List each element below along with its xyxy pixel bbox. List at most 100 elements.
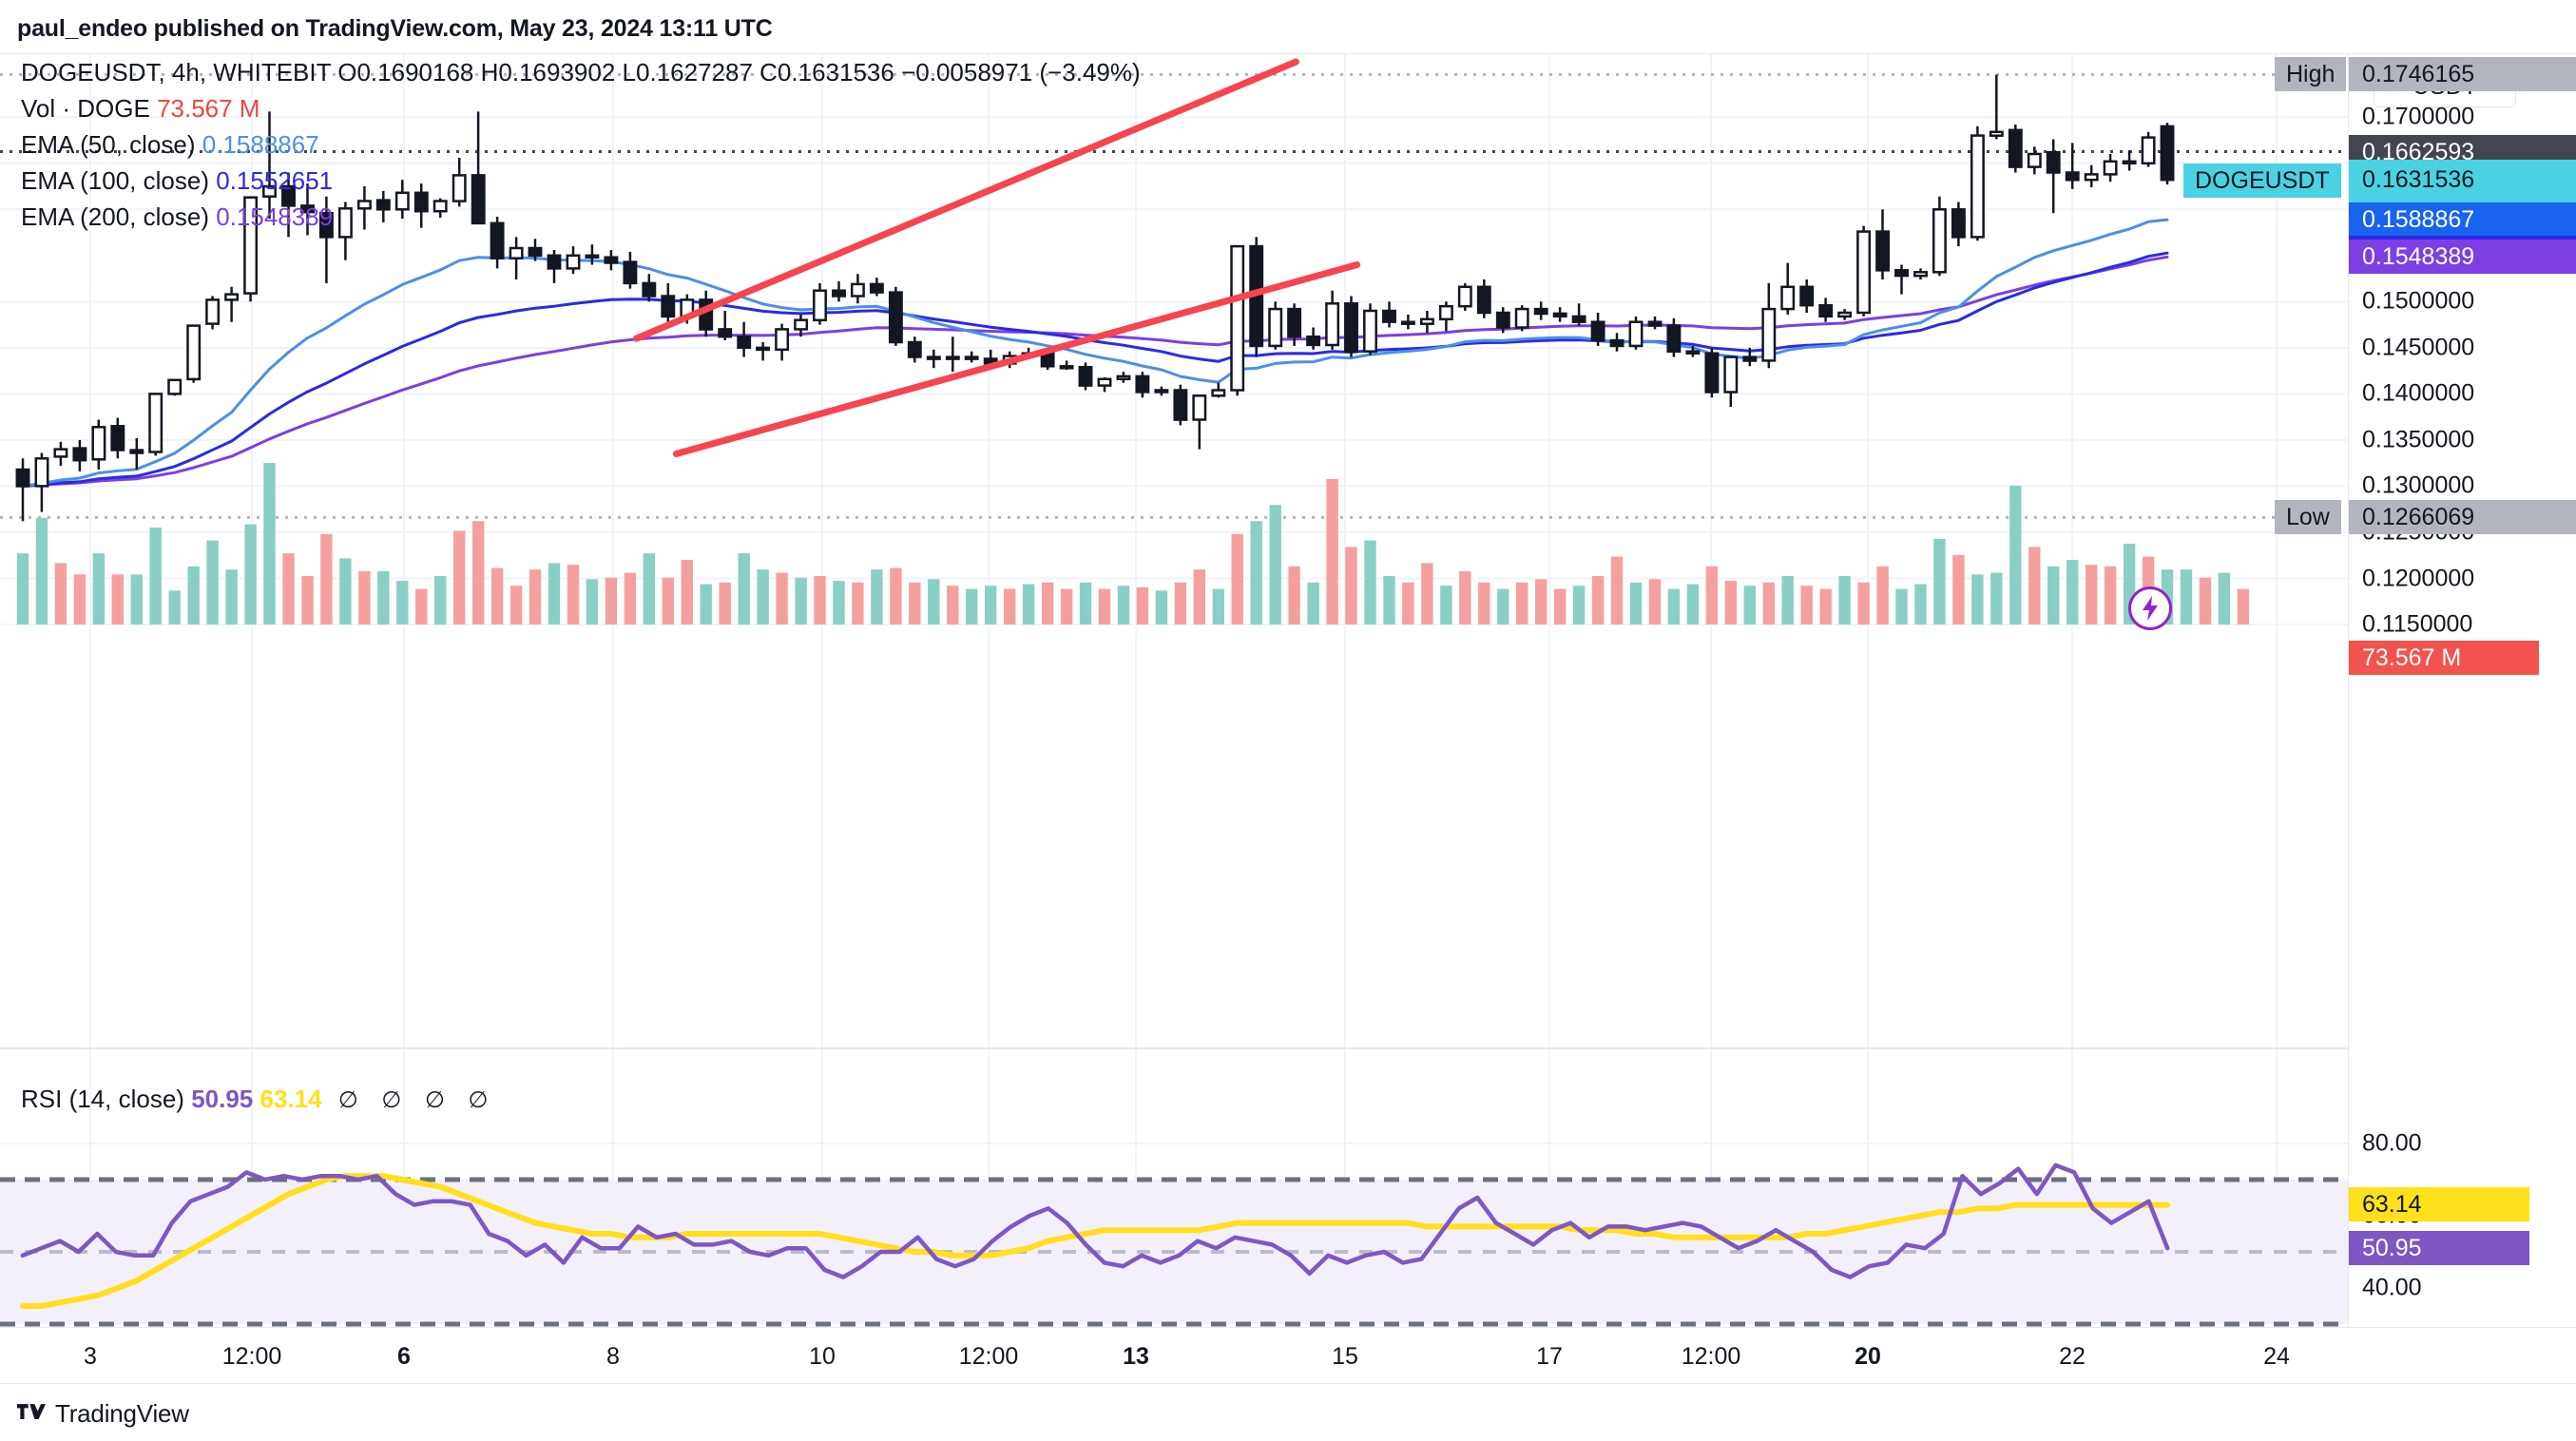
volume-bar	[1155, 590, 1168, 624]
rsi-line	[20, 1162, 2170, 1279]
time-tick: 10	[809, 1343, 836, 1370]
volume-bar	[2218, 572, 2231, 624]
price-tick: 0.1700000	[2362, 103, 2475, 130]
volume-bar	[1591, 576, 1605, 624]
candle-body	[72, 447, 87, 462]
candle-body	[300, 204, 315, 214]
ema-50-line	[21, 218, 2169, 488]
plot-area[interactable]	[0, 54, 2348, 1328]
volume-bar	[1060, 588, 1073, 624]
candle-body	[1552, 312, 1567, 318]
volume-bar	[1686, 584, 1700, 624]
volume-bar	[1800, 586, 1813, 624]
candle-body	[1400, 320, 1415, 325]
candle-body	[375, 199, 391, 211]
footer: TradingView	[17, 1399, 189, 1429]
candle-body	[1818, 303, 1834, 318]
candle-body	[547, 254, 562, 270]
price-gridlines	[0, 54, 2348, 1324]
candle-body	[15, 468, 30, 488]
volume-bar	[16, 553, 29, 624]
volume-bar	[1933, 538, 1946, 624]
volume-bar	[187, 566, 200, 624]
trend-channel	[632, 58, 1361, 457]
tradingview-brand-label: TradingView	[55, 1399, 189, 1428]
candle-body	[1268, 307, 1283, 348]
volume-bar	[1383, 576, 1395, 624]
candle-body	[1230, 244, 1245, 392]
candle-body	[718, 328, 733, 338]
candle-body	[1761, 307, 1777, 362]
candle-body	[1514, 307, 1529, 329]
volume-bar	[985, 586, 997, 624]
rsi-legend-label: RSI (14, close)	[21, 1085, 184, 1113]
rsi-value-badge: 50.95	[2349, 1231, 2529, 1266]
candle-body	[1419, 317, 1434, 325]
candle-body	[869, 282, 884, 294]
rsi-tick: 80.00	[2362, 1129, 2422, 1157]
volume-bar	[1990, 572, 2003, 624]
candle-body	[1609, 338, 1624, 348]
rsi-legend-ma-value: 63.14	[260, 1085, 322, 1113]
candle-body	[1533, 307, 1548, 316]
volume-bar	[1610, 556, 1624, 624]
volume-bar	[320, 533, 333, 624]
candle-body	[642, 281, 657, 298]
candle-body	[186, 324, 202, 381]
candlestick-series	[15, 74, 2175, 522]
candle-body	[1989, 130, 2004, 137]
rsi-legend[interactable]: RSI (14, close) 50.95 63.14 ∅ ∅ ∅ ∅	[21, 1083, 496, 1117]
volume-bar	[1914, 584, 1927, 624]
candle-body	[1325, 302, 1340, 347]
candle-body	[813, 289, 827, 322]
lightning-bolt-icon[interactable]	[2128, 586, 2173, 630]
candle-body	[1097, 377, 1112, 387]
price-axis[interactable]: USDT 0.17000000.16500000.16000000.150000…	[2183, 54, 2576, 1328]
volume-bar	[947, 586, 959, 624]
volume-bar	[757, 569, 769, 624]
candle-body	[2008, 128, 2023, 168]
candle-body	[1590, 320, 1605, 342]
time-tick: 12:00	[221, 1343, 282, 1370]
time-axis[interactable]: 3 12:00 6 8 10 12:00 13 15 17 12:00 20 22 24	[0, 1327, 2576, 1384]
volume-bar	[1193, 569, 1205, 624]
trendline	[632, 58, 1299, 342]
volume-bar	[738, 553, 750, 624]
candle-body	[356, 200, 372, 210]
candle-body	[1780, 285, 1796, 311]
rsi-legend-nil-markers: ∅ ∅ ∅ ∅	[337, 1087, 497, 1113]
volume-bar	[415, 588, 428, 624]
candle-body	[2103, 160, 2118, 176]
volume-bar	[1478, 582, 1490, 624]
volume-series	[16, 463, 2250, 624]
volume-bar	[206, 540, 219, 624]
volume-bar	[396, 581, 409, 624]
volume-bar	[966, 588, 978, 624]
volume-bar	[1819, 588, 1832, 624]
candle-body	[1685, 350, 1701, 355]
volume-bar	[434, 576, 447, 624]
volume-bar	[130, 574, 143, 624]
volume-bar	[681, 560, 693, 624]
volume-bar	[168, 590, 181, 624]
candle-body	[452, 174, 467, 202]
volume-bar	[586, 579, 599, 624]
trendline	[672, 261, 1361, 457]
candle-body	[243, 196, 259, 295]
time-tick: 13	[1123, 1343, 1149, 1370]
ema-200-line	[21, 255, 2169, 488]
volume-bar	[509, 586, 523, 624]
volume-bar	[1838, 576, 1851, 624]
candle-body	[1059, 365, 1074, 370]
volume-bar	[1516, 582, 1528, 624]
candle-body	[1571, 315, 1586, 323]
volume-bar	[35, 517, 48, 624]
volume-bar	[1079, 582, 1092, 624]
time-tick: 3	[84, 1343, 97, 1370]
volume-bar	[1326, 479, 1338, 624]
volume-bar	[1554, 588, 1567, 624]
volume-bar	[490, 567, 504, 624]
volume-bar	[1743, 586, 1756, 624]
candle-body	[1647, 320, 1663, 327]
